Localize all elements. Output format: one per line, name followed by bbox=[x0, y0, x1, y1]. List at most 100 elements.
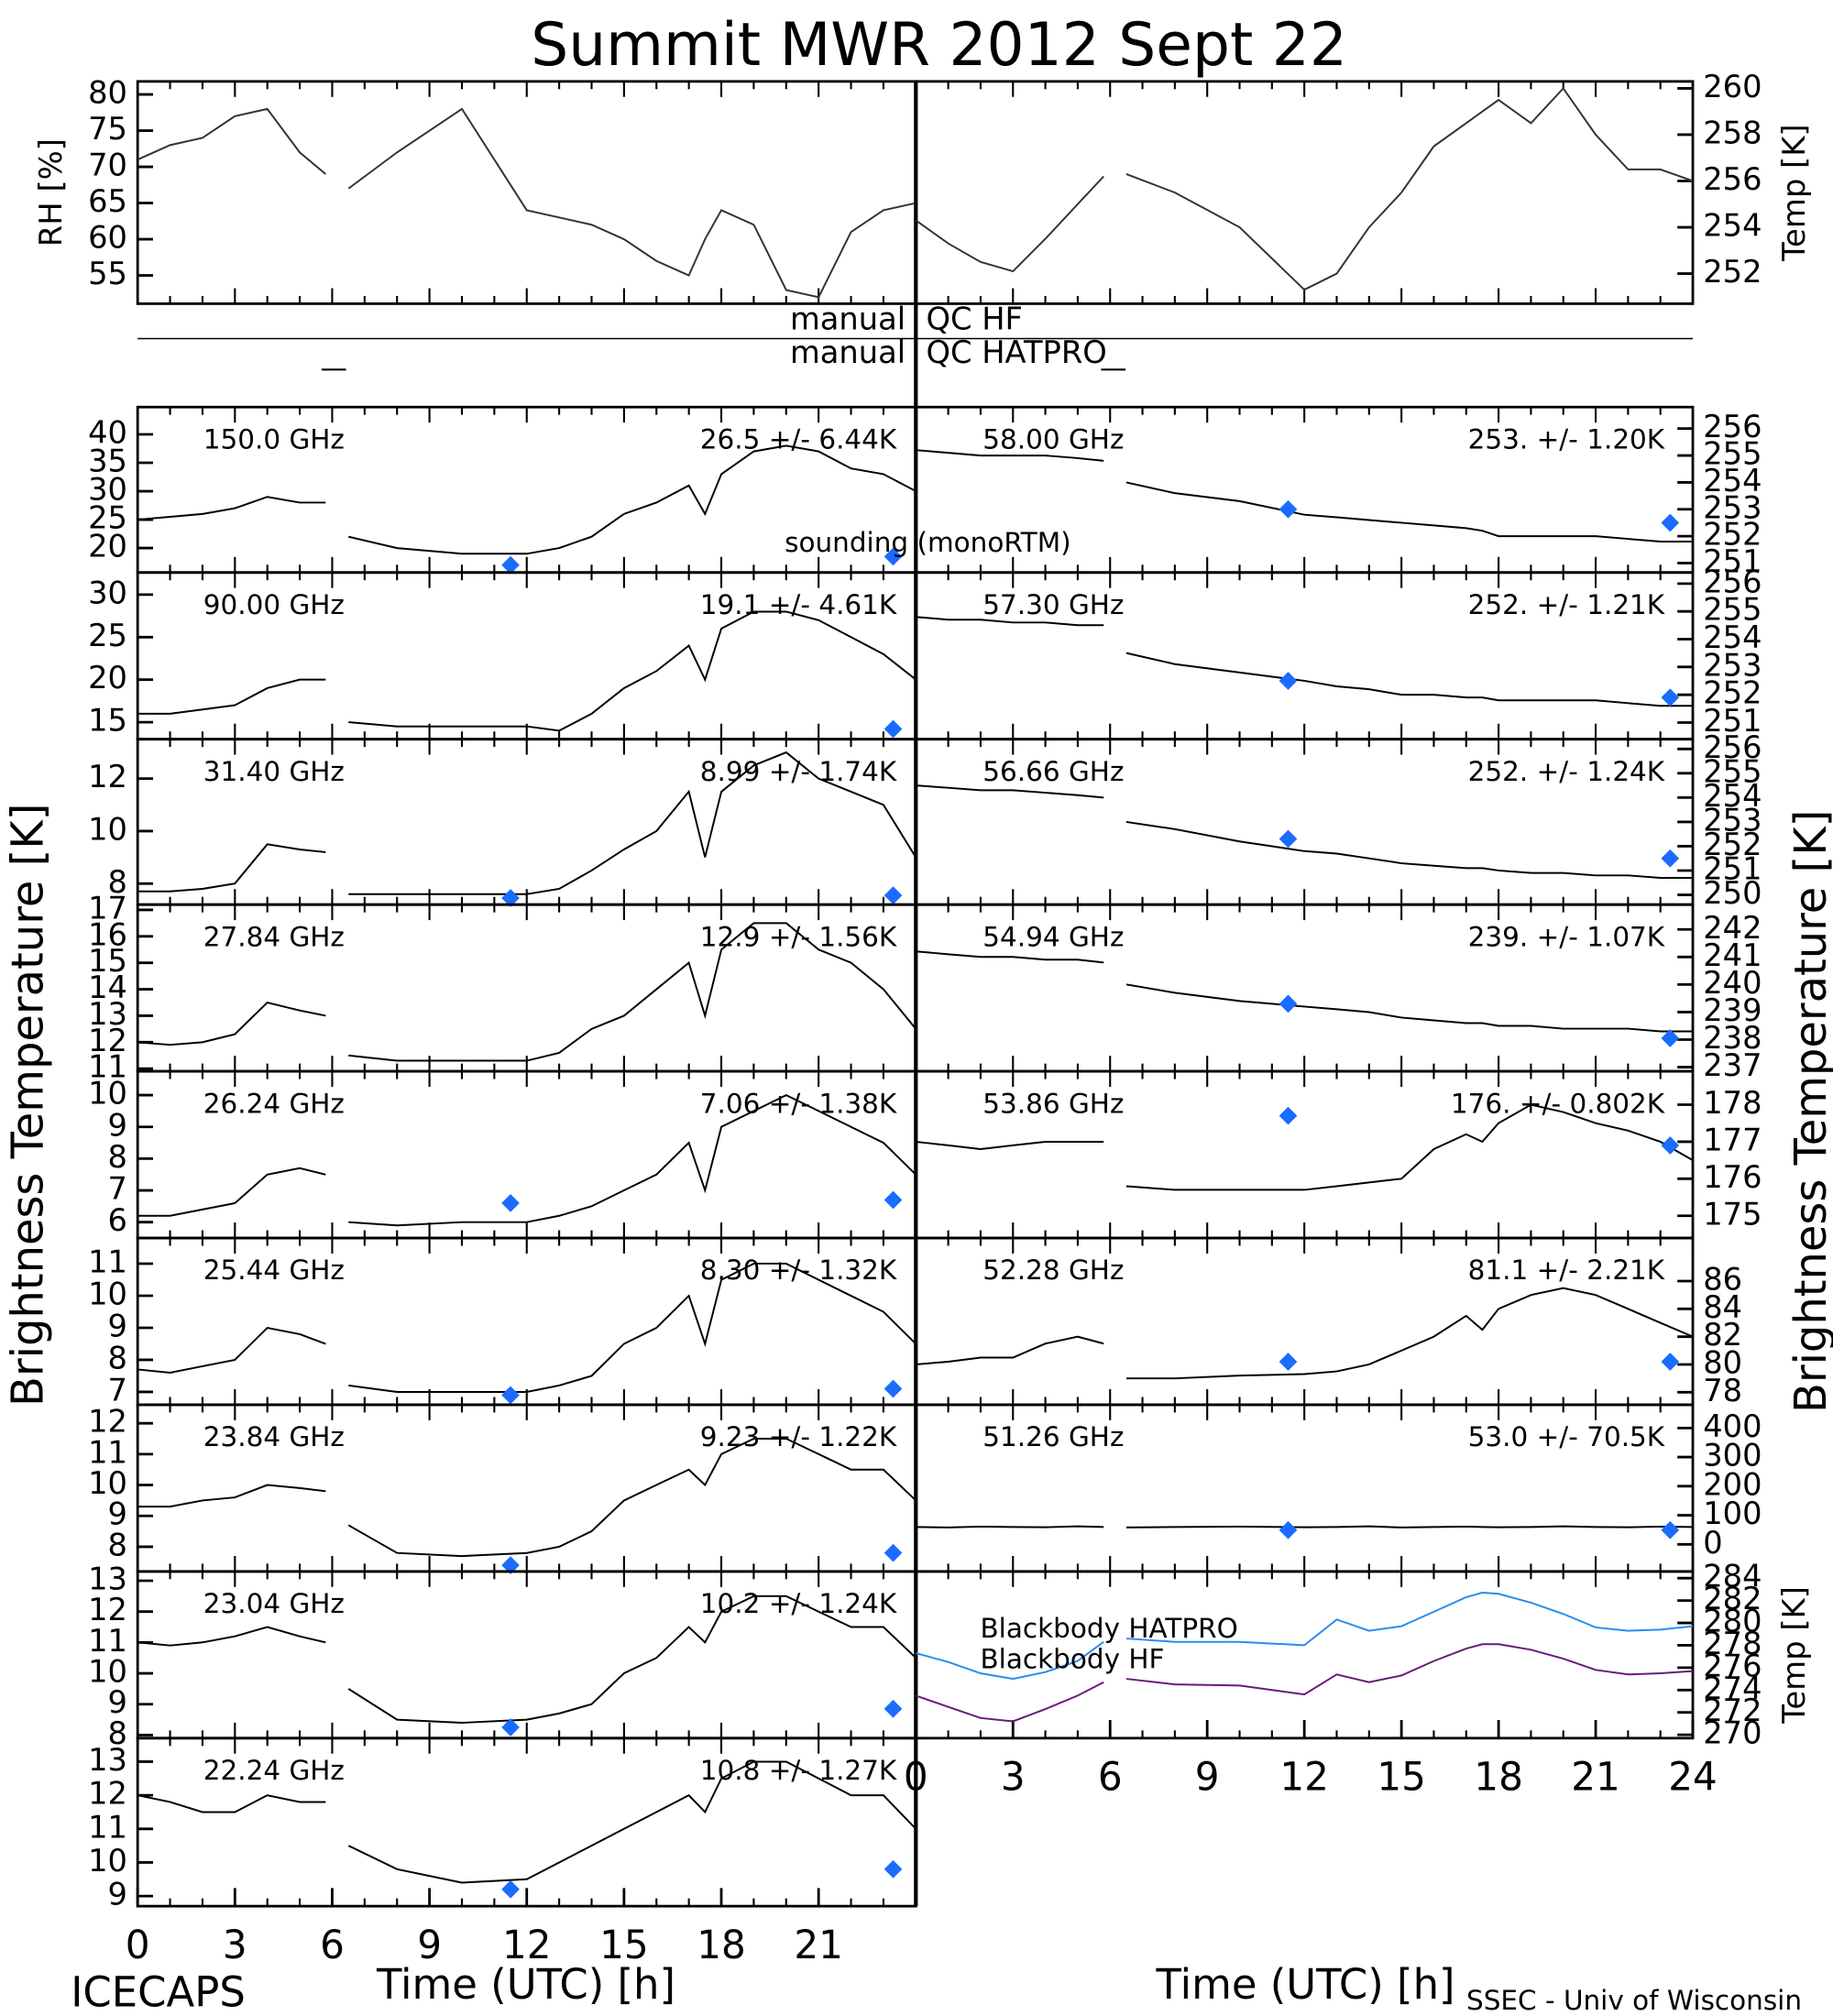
y-tick-label: 8 bbox=[108, 1715, 127, 1751]
y-tick-label: 255 bbox=[1703, 436, 1762, 472]
channel-label: 90.00 GHz bbox=[203, 589, 345, 620]
data-line bbox=[916, 1643, 1694, 1723]
y-tick-label: 12 bbox=[88, 1592, 127, 1627]
sounding-marker bbox=[1279, 829, 1298, 849]
y-tick-label: 20 bbox=[88, 529, 127, 564]
y-tick-label: 75 bbox=[88, 111, 127, 147]
qc-label: manual bbox=[790, 334, 906, 370]
y-tick-label: 256 bbox=[1703, 161, 1762, 197]
y-tick-label: 70 bbox=[88, 148, 127, 183]
y-tick-label: 237 bbox=[1703, 1047, 1762, 1083]
y-tick-label: 80 bbox=[88, 75, 127, 111]
channel-label: 26.24 GHz bbox=[203, 1088, 345, 1119]
x-tick-label: 9 bbox=[417, 1923, 442, 1967]
y-tick-label: 12 bbox=[88, 1776, 127, 1812]
y-tick-label: 10 bbox=[88, 1465, 127, 1501]
y-tick-label: 256 bbox=[1703, 564, 1762, 599]
y-tick-label: 82 bbox=[1703, 1317, 1742, 1353]
y-tick-label: 280 bbox=[1703, 1603, 1762, 1638]
channel-label: 27.84 GHz bbox=[203, 921, 345, 952]
y-tick-label: 12 bbox=[88, 1404, 127, 1440]
data-line bbox=[916, 1592, 1694, 1681]
sounding-marker bbox=[501, 1194, 520, 1212]
data-line bbox=[137, 1594, 916, 1725]
data-group bbox=[137, 1438, 916, 1558]
y-tick-label: 11 bbox=[88, 1434, 127, 1470]
x-axis-label: Time (UTC) [h] bbox=[376, 1960, 675, 2009]
x-tick-label: 18 bbox=[697, 1923, 746, 1967]
y-tick-label: 10 bbox=[88, 1843, 127, 1879]
y-tick-label: 300 bbox=[1703, 1438, 1762, 1474]
y-tick-label: 175 bbox=[1703, 1196, 1762, 1232]
y-tick-label: 65 bbox=[88, 183, 127, 219]
y-tick-label: 25 bbox=[88, 500, 127, 536]
data-line bbox=[916, 950, 1694, 1033]
footer-text: SSEC - Univ of Wisconsin bbox=[1466, 1985, 1802, 2016]
data-group bbox=[137, 1093, 916, 1227]
y-tick-label: 252 bbox=[1703, 675, 1762, 711]
y-tick-label: 35 bbox=[88, 443, 127, 478]
data-group bbox=[916, 1592, 1694, 1723]
y-tick-label: 40 bbox=[88, 414, 127, 450]
y-tick-label: 10 bbox=[88, 1076, 127, 1112]
y-tick-label: 12 bbox=[88, 759, 127, 794]
data-group bbox=[137, 922, 916, 1062]
y-tick-label: 11 bbox=[88, 1809, 127, 1845]
data-group bbox=[916, 616, 1694, 707]
legend-label: Blackbody HF bbox=[980, 1644, 1164, 1675]
data-group bbox=[916, 784, 1694, 879]
sounding-marker bbox=[884, 1859, 903, 1879]
y-tick-label: 254 bbox=[1703, 207, 1762, 243]
sounding-marker bbox=[1661, 1353, 1680, 1371]
y-axis-label: Brightness Temperature [K] bbox=[1786, 810, 1833, 1413]
x-tick-label: 18 bbox=[1474, 1754, 1523, 1799]
legend-label: Blackbody HATPRO bbox=[980, 1613, 1237, 1644]
y-tick-label: 8 bbox=[108, 864, 127, 900]
x-tick-label: 3 bbox=[1001, 1754, 1026, 1799]
sounding-marker bbox=[1279, 499, 1298, 519]
sounding-marker bbox=[501, 555, 520, 575]
y-tick-label: 241 bbox=[1703, 937, 1762, 973]
sounding-marker bbox=[1279, 1106, 1298, 1125]
data-line bbox=[137, 1760, 916, 1884]
sounding-marker bbox=[884, 547, 903, 566]
data-line bbox=[916, 86, 1694, 291]
y-tick-label: 86 bbox=[1703, 1261, 1742, 1297]
y-tick-label: 11 bbox=[88, 1049, 127, 1085]
x-tick-label: 9 bbox=[1195, 1754, 1220, 1799]
y-tick-label: 17 bbox=[88, 890, 127, 926]
y-tick-label: 30 bbox=[88, 471, 127, 507]
channel-stat: 176. +/- 0.802K bbox=[1451, 1088, 1665, 1119]
plot-frame bbox=[914, 80, 1695, 305]
sounding-marker bbox=[1661, 513, 1680, 532]
data-line bbox=[916, 784, 1694, 879]
sounding-marker bbox=[501, 1556, 520, 1575]
y-tick-label: 9 bbox=[108, 1877, 127, 1912]
x-tick-label: 15 bbox=[1377, 1754, 1426, 1799]
y-axis-label: Brightness Temperature [K] bbox=[4, 804, 54, 1407]
y-tick-label: 100 bbox=[1703, 1496, 1762, 1531]
y-tick-label: 176 bbox=[1703, 1159, 1762, 1195]
y-tick-label: 12 bbox=[88, 1023, 127, 1058]
y-tick-label: 254 bbox=[1703, 619, 1762, 655]
sounding-marker bbox=[884, 719, 903, 739]
sounding-marker bbox=[1661, 688, 1680, 707]
y-tick-label: 10 bbox=[88, 811, 127, 847]
channel-label: 56.66 GHz bbox=[982, 756, 1124, 787]
y-tick-label: 8 bbox=[108, 1527, 127, 1562]
y-tick-label: 252 bbox=[1703, 517, 1762, 553]
data-group bbox=[137, 444, 916, 555]
y-tick-label: 177 bbox=[1703, 1122, 1762, 1157]
x-tick-label: 6 bbox=[1098, 1754, 1123, 1799]
channel-label: 57.30 GHz bbox=[982, 589, 1124, 620]
panel: 8 10 12 31.40 GHz 8.99 +/- 1.74K bbox=[88, 738, 917, 907]
y-tick-label: 60 bbox=[88, 220, 127, 256]
